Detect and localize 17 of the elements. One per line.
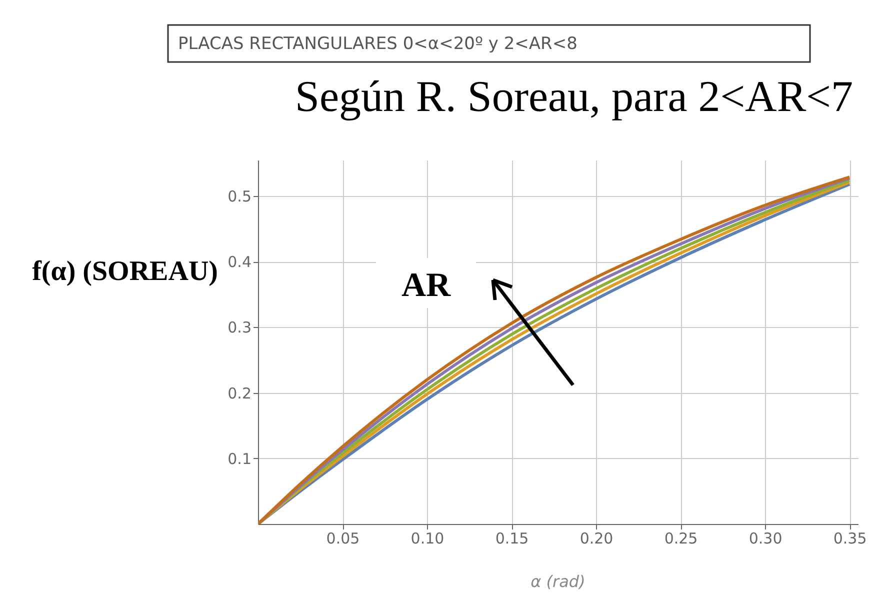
x-tick-label: 0.05 [326,530,360,548]
x-tick-label: 0.15 [495,530,529,548]
x-tick-label: 0.30 [748,530,782,548]
y-tick-label: 0.1 [228,450,252,468]
annotation: AR [401,267,451,304]
y-tick-label: 0.4 [228,253,252,272]
x-tick-label: 0.20 [580,530,614,548]
y-tick-label: 0.5 [228,188,252,206]
chart-subtitle: Según R. Soreau, para 2<AR<7 [295,72,853,121]
y-tick-label: 0.3 [228,318,252,337]
y-tick-label: 0.2 [228,384,252,402]
x-tick-label: 0.10 [410,530,444,548]
x-tick-label: 0.35 [833,530,867,548]
x-tick-label: 0.25 [664,530,698,548]
chart-title: PLACAS RECTANGULARES 0<α<20º y 2<AR<8 [178,34,578,54]
y-axis-title: f(α) (SOREAU) [32,256,218,287]
x-axis-title: α (rad) [530,572,586,591]
